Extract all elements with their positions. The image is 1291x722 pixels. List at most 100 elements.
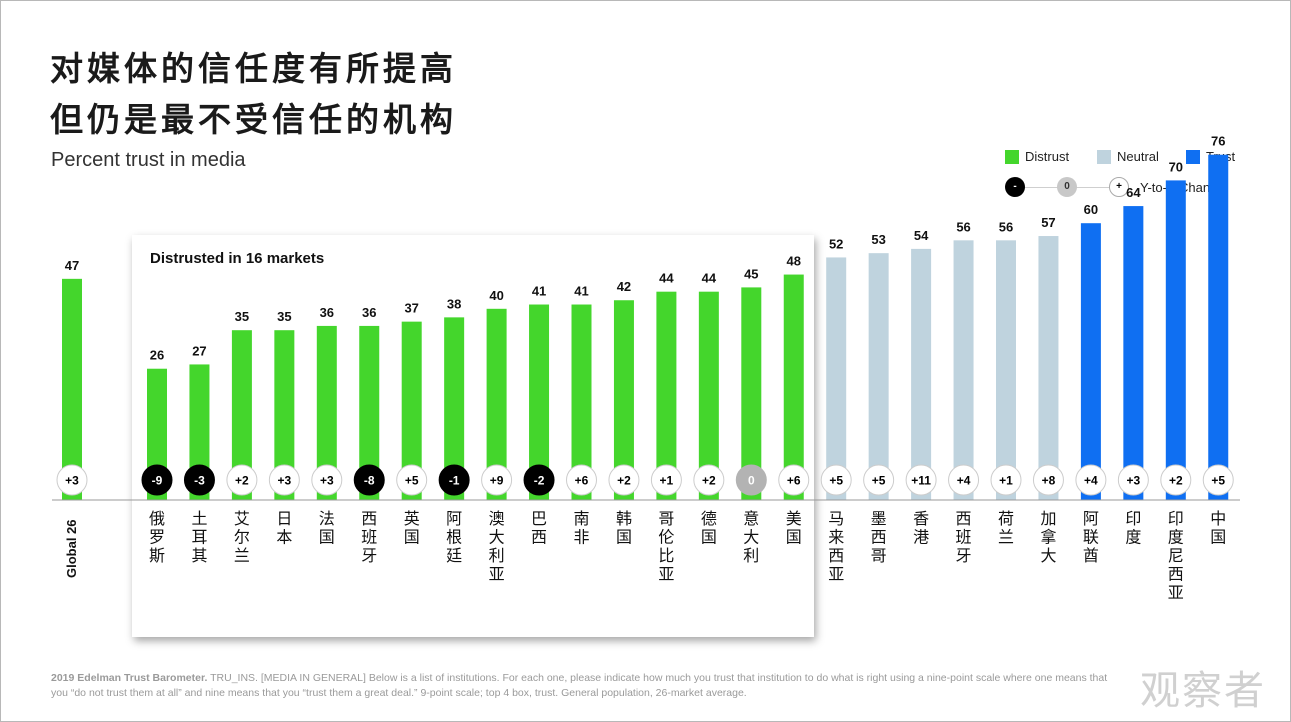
change-label-18: +5: [872, 474, 886, 488]
value-label-7: 37: [404, 301, 418, 316]
change-badge-26: [1202, 464, 1234, 496]
change-badge-4: [268, 464, 300, 496]
bar-8: [444, 317, 465, 500]
value-label-10: 41: [532, 284, 546, 299]
change-badge-13: [650, 464, 682, 496]
value-label-22: 57: [1041, 215, 1055, 230]
change-label-11: +6: [575, 474, 589, 488]
change-badge-15: [735, 464, 767, 496]
value-label-25: 70: [1169, 159, 1183, 174]
change-badge-20: [948, 464, 980, 496]
value-label-14: 44: [702, 271, 717, 286]
change-label-8: -1: [449, 474, 460, 488]
change-label-3: +2: [235, 474, 249, 488]
value-label-21: 56: [999, 219, 1013, 234]
chart-subtitle: Percent trust in media: [51, 149, 246, 171]
category-label-2: 土耳其: [191, 509, 207, 565]
bar-0: [62, 278, 82, 500]
change-badge-2: [183, 464, 215, 496]
category-label-11: 南非: [573, 509, 589, 547]
legend-label-neutral: Neutral: [1117, 149, 1159, 164]
change-label-15: 0: [748, 474, 755, 488]
value-label-19: 54: [914, 228, 929, 243]
bar-21: [996, 240, 1016, 500]
title-line-1: 对媒体的信任度有所提高: [50, 49, 457, 88]
bar-7: [401, 321, 422, 500]
category-label-9: 澳大利亚: [489, 509, 505, 584]
category-label-4: 日本: [276, 509, 292, 547]
bar-6: [359, 325, 380, 500]
value-label-1: 26: [150, 348, 164, 363]
change-label-20: +4: [957, 474, 971, 488]
value-label-3: 35: [235, 309, 249, 324]
value-label-9: 40: [489, 288, 503, 303]
value-label-23: 60: [1084, 202, 1098, 217]
change-badge-16: [778, 464, 810, 496]
change-badge-19: [905, 464, 937, 496]
bar-14: [698, 291, 719, 500]
change-badge-25: [1160, 464, 1192, 496]
category-label-14: 德国: [701, 509, 717, 547]
value-label-17: 52: [829, 236, 843, 251]
category-label-26: 中国: [1210, 509, 1226, 547]
value-label-16: 48: [787, 254, 801, 269]
category-label-12: 韩国: [616, 509, 632, 547]
category-label-24: 印度: [1125, 509, 1141, 547]
bar-19: [911, 248, 932, 500]
footnote-source: 2019 Edelman Trust Barometer.: [51, 672, 208, 684]
change-badge-14: [693, 464, 725, 496]
change-label-24: +3: [1127, 474, 1141, 488]
change-label-0: +3: [65, 474, 79, 488]
change-label-22: +8: [1042, 474, 1056, 488]
change-badge-12: [608, 464, 640, 496]
bar-12: [613, 300, 634, 500]
value-label-6: 36: [362, 305, 376, 320]
category-label-18: 墨西哥: [871, 509, 887, 565]
category-label-20: 西班牙: [956, 509, 972, 565]
category-label-0: Global 26: [64, 519, 79, 578]
change-label-21: +1: [999, 474, 1013, 488]
value-label-8: 38: [447, 296, 461, 311]
change-badge-1: [141, 464, 173, 496]
category-label-6: 西班牙: [361, 509, 377, 565]
bar-17: [826, 257, 847, 500]
change-badge-24: [1117, 464, 1149, 496]
category-label-5: 法国: [319, 509, 335, 547]
category-label-17: 马来西亚: [828, 509, 844, 584]
category-label-16: 美国: [786, 509, 802, 547]
change-badge-21: [990, 464, 1022, 496]
bar-5: [316, 325, 337, 500]
bar-24: [1123, 206, 1144, 500]
value-label-20: 56: [956, 219, 970, 234]
change-badge-18: [863, 464, 895, 496]
category-label-15: 意大利: [743, 509, 759, 565]
change-badge-3: [226, 464, 258, 496]
bar-4: [274, 330, 295, 500]
bar-16: [783, 274, 804, 500]
category-label-19: 香港: [913, 509, 929, 547]
change-badge-23: [1075, 464, 1107, 496]
value-label-12: 42: [617, 279, 631, 294]
change-badge-11: [566, 464, 597, 496]
category-label-22: 加拿大: [1040, 509, 1056, 565]
change-label-7: +5: [405, 474, 419, 488]
value-label-5: 36: [320, 305, 334, 320]
change-label-12: +2: [617, 474, 631, 488]
change-badge-9: [481, 464, 513, 496]
value-label-26: 76: [1211, 134, 1225, 149]
change-label-23: +4: [1084, 474, 1098, 488]
value-label-11: 41: [574, 284, 588, 299]
change-badge-8: [438, 464, 470, 496]
legend-swatch-trust: [1186, 150, 1200, 164]
change-label-10: -2: [534, 474, 545, 488]
title-line-2: 但仍是最不受信任的机构: [50, 100, 457, 139]
change-label-5: +3: [320, 474, 334, 488]
category-label-8: 阿根廷: [446, 509, 462, 565]
bar-10: [529, 304, 550, 500]
change-label-17: +5: [829, 474, 843, 488]
category-label-1: 俄罗斯: [149, 509, 165, 565]
change-label-9: +9: [490, 474, 504, 488]
change-badge-17: [820, 464, 852, 496]
value-label-4: 35: [277, 309, 291, 324]
